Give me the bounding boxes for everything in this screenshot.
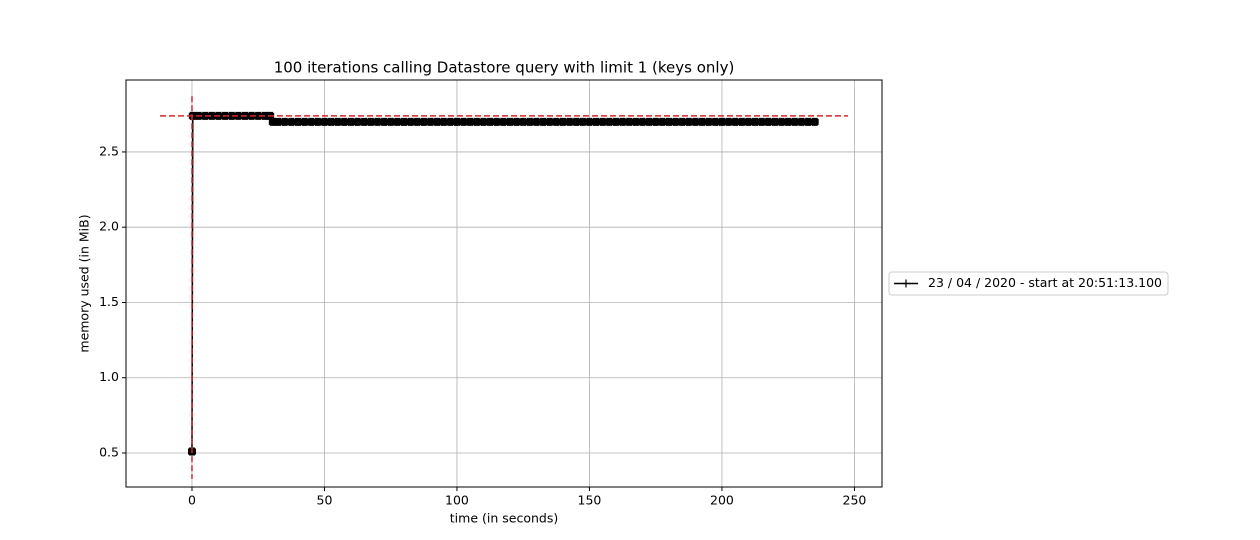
x-axis-label: time (in seconds) (450, 511, 558, 526)
y-axis-label: memory used (in MiB) (77, 214, 92, 352)
chart-title: 100 iterations calling Datastore query w… (274, 59, 735, 77)
legend-marker (902, 279, 910, 288)
legend: 23 / 04 / 2020 - start at 20:51:13.100 (888, 271, 1169, 296)
legend-box (888, 271, 1169, 296)
y-tick-label: 2.0 (99, 219, 119, 234)
x-tick-label: 50 (317, 493, 333, 508)
y-tick-label: 1.0 (99, 369, 119, 384)
y-tick-label: 1.5 (99, 294, 119, 309)
plot-frame (125, 79, 883, 488)
point-marker (810, 117, 819, 126)
x-tick-label: 150 (578, 493, 602, 508)
y-tick-label: 0.5 (99, 444, 119, 459)
x-tick-label: 0 (188, 493, 196, 508)
x-tick-label: 100 (445, 493, 469, 508)
y-tick-label: 2.5 (99, 143, 119, 158)
legend-label: 23 / 04 / 2020 - start at 20:51:13.100 (928, 275, 1162, 290)
x-tick-label: 250 (843, 493, 867, 508)
x-tick-label: 200 (710, 493, 734, 508)
